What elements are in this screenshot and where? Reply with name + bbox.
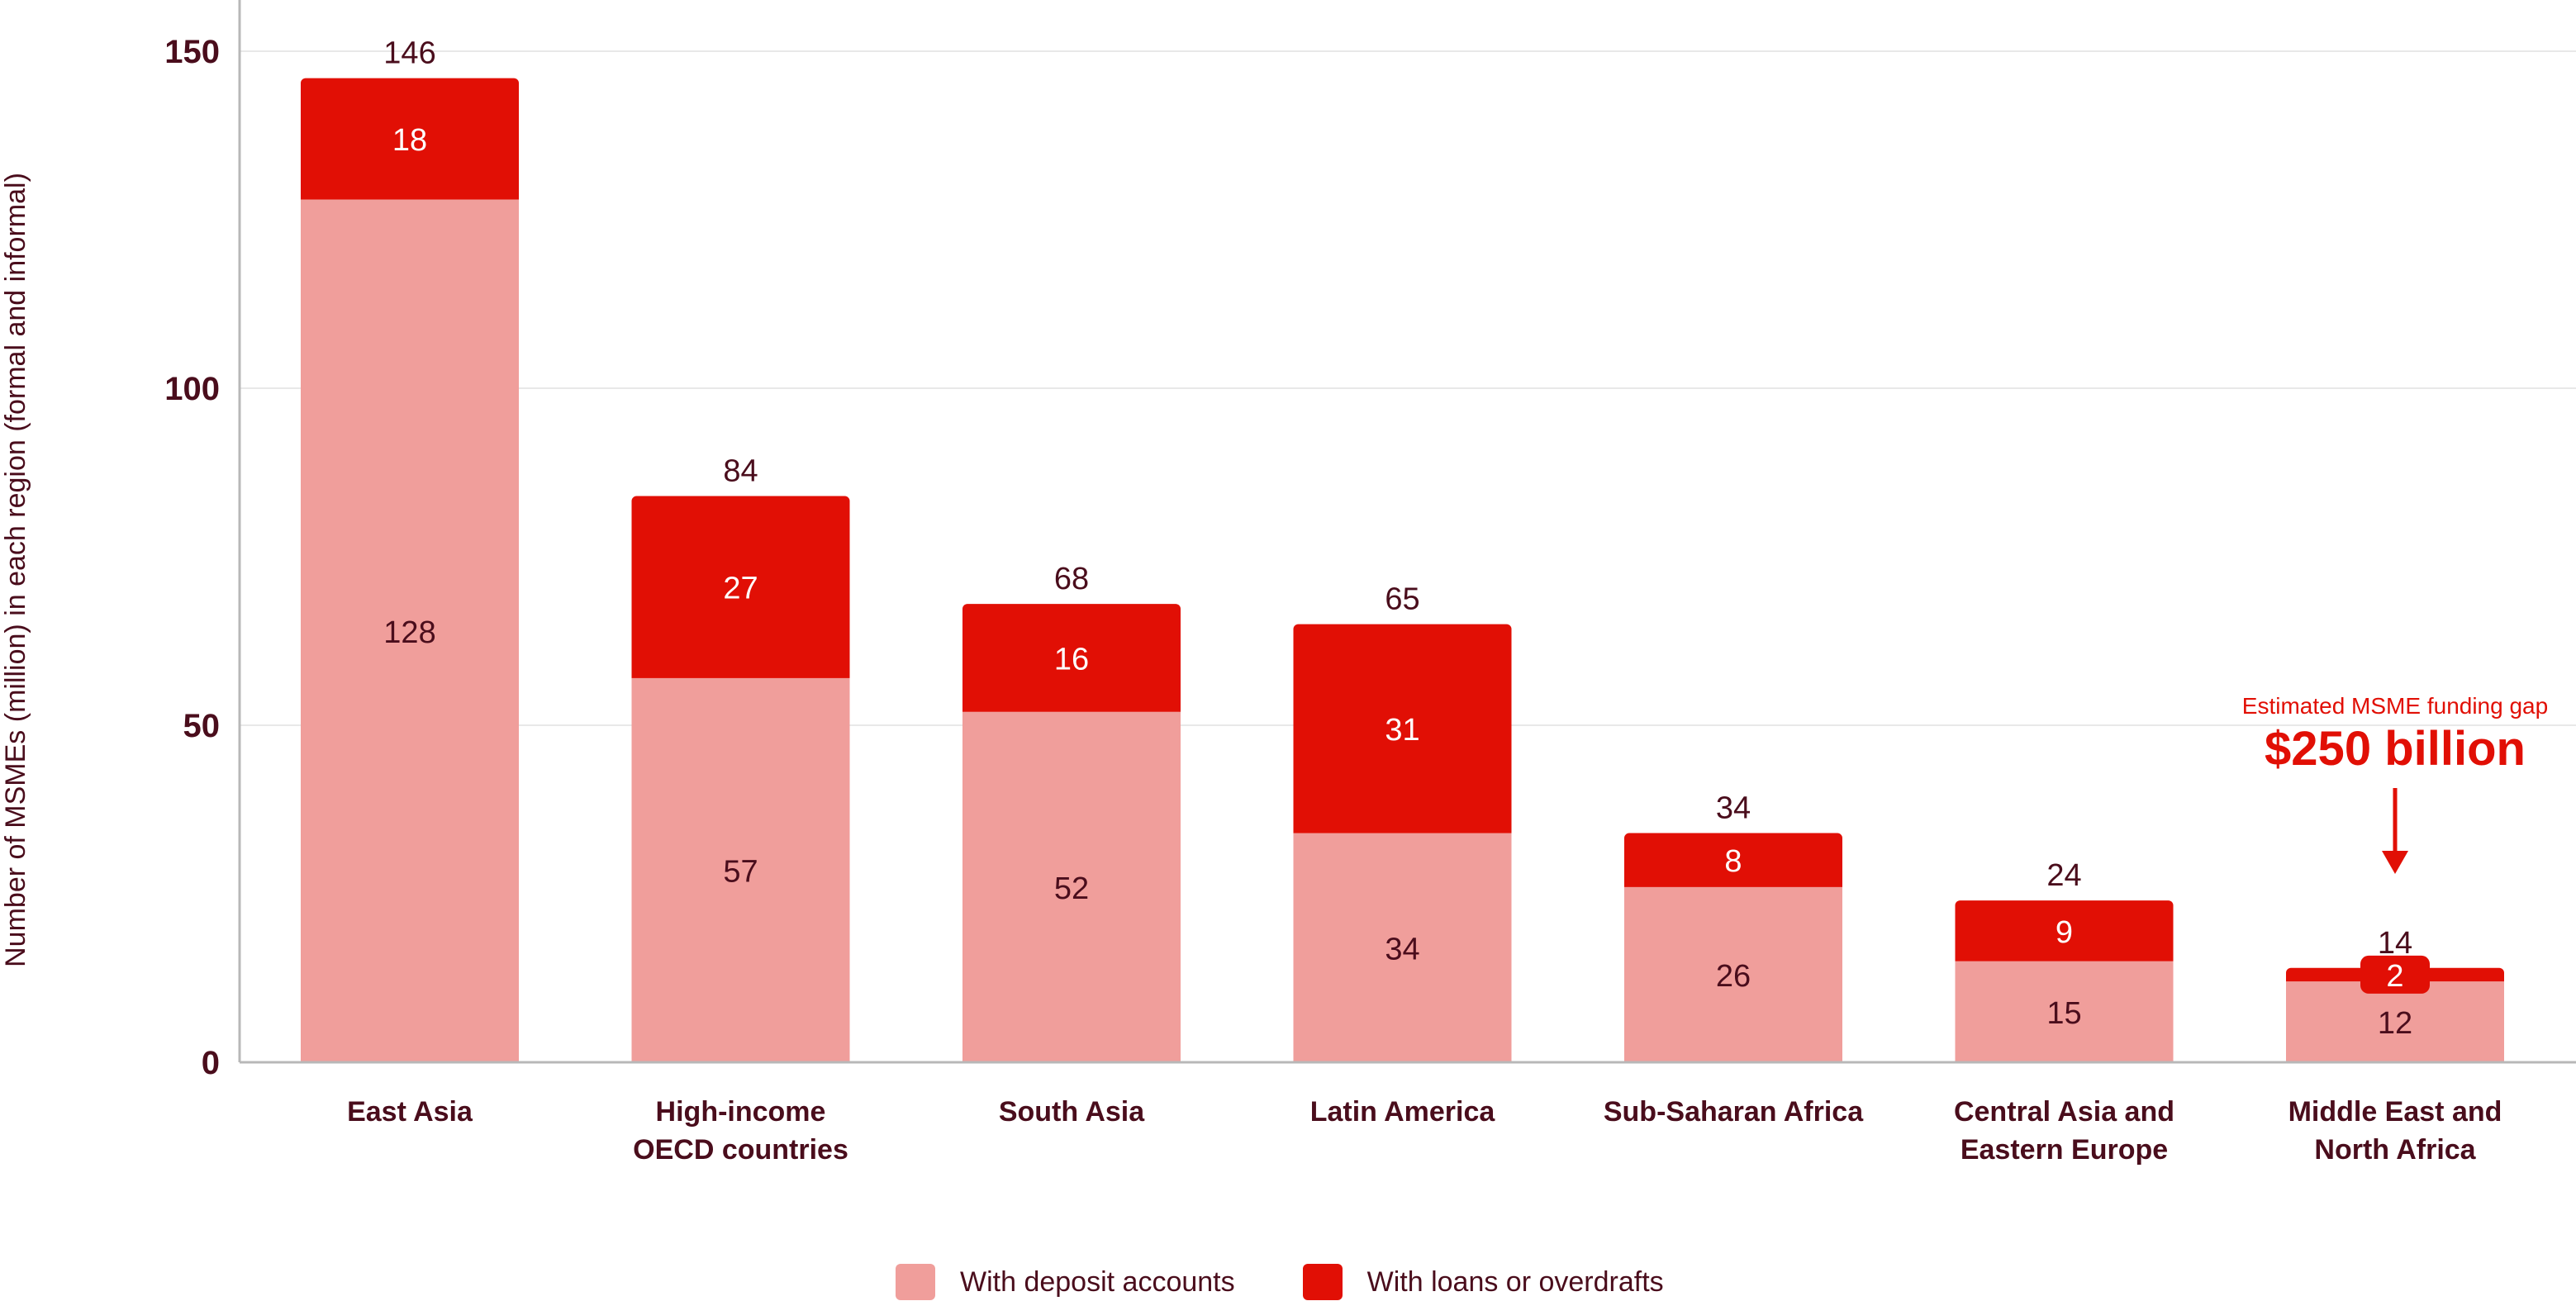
data-label-loans: 16 xyxy=(1054,642,1089,677)
bar-group: 12 214 xyxy=(2286,926,2504,1062)
x-tick-label: Central Asia and xyxy=(1954,1096,2174,1128)
annotation-arrow-head xyxy=(2382,851,2408,874)
y-tick-label: 150 xyxy=(164,34,220,70)
data-label-deposit: 57 xyxy=(723,854,758,889)
bar-loans xyxy=(962,604,1181,719)
legend-swatch-loans xyxy=(1302,1264,1343,1300)
data-label-total: 84 xyxy=(723,454,758,489)
bar-loans xyxy=(1955,900,2174,968)
data-label-total: 65 xyxy=(1385,582,1419,617)
data-label-loans: 31 xyxy=(1385,713,1419,748)
legend-label-deposit: With deposit accounts xyxy=(960,1265,1235,1298)
bar-loans xyxy=(1293,624,1512,840)
annotation-label: Estimated MSME funding gap xyxy=(2242,693,2548,719)
data-label-deposit: 26 xyxy=(1716,959,1751,994)
legend: With deposit accounts With loans or over… xyxy=(896,1264,1732,1300)
funding-gap-annotation: Estimated MSME funding gap $250 billion xyxy=(2242,693,2548,874)
bar-group: 15 9 24 xyxy=(1955,858,2174,1062)
x-tick-label: Eastern Europe xyxy=(1961,1134,2168,1166)
data-label-deposit: 12 xyxy=(2378,1006,2412,1041)
bar-deposit xyxy=(1624,886,1842,1062)
x-tick-label: Sub-Saharan Africa xyxy=(1604,1096,1864,1128)
x-tick-label: Middle East and xyxy=(2288,1096,2502,1128)
x-tick-label: North Africa xyxy=(2314,1134,2476,1166)
bar-loans xyxy=(631,496,850,685)
legend-label-loans: With loans or overdrafts xyxy=(1366,1265,1664,1298)
data-label-loans: 9 xyxy=(2056,915,2073,950)
x-tick-label: South Asia xyxy=(999,1096,1145,1128)
x-tick-label: East Asia xyxy=(347,1096,473,1128)
y-tick-label: 50 xyxy=(183,708,221,744)
y-axis-label: Number of MSMEs (million) in each region… xyxy=(0,173,31,967)
data-label-loans: 18 xyxy=(392,123,427,158)
y-tick-label: 100 xyxy=(164,371,220,407)
data-label-total: 24 xyxy=(2046,858,2081,893)
bar-loans xyxy=(1624,833,1842,894)
legend-swatch-deposit xyxy=(896,1264,935,1300)
bars: 1281814657278452166834316526834159241221… xyxy=(301,36,2504,1062)
bar-deposit xyxy=(1955,961,2174,1062)
bar-group: 26 8 34 xyxy=(1624,791,1842,1062)
data-label-total: 14 xyxy=(2378,926,2412,961)
y-tick-label: 0 xyxy=(202,1045,220,1081)
bar-group: 128 18 146 xyxy=(301,36,519,1062)
bar-deposit xyxy=(1293,833,1512,1062)
data-label-deposit: 128 xyxy=(383,615,435,650)
data-label-loans: 27 xyxy=(723,572,758,606)
data-label-loans: 2 xyxy=(2386,959,2403,994)
bar-loans xyxy=(301,78,519,207)
data-label-loans-pill xyxy=(2360,955,2430,994)
bar-deposit xyxy=(631,677,850,1062)
legend-item-loans: With loans or overdrafts xyxy=(1302,1264,1664,1300)
bar-deposit xyxy=(301,199,519,1062)
data-label-total: 34 xyxy=(1716,791,1751,826)
data-label-loans: 8 xyxy=(1724,844,1742,879)
data-label-total: 68 xyxy=(1054,562,1089,596)
data-label-deposit: 15 xyxy=(2046,996,2081,1031)
x-axis-labels: East Asia High-income OECD countries South … xyxy=(347,1096,2502,1166)
data-label-deposit: 34 xyxy=(1385,932,1419,966)
x-tick-label: High-income xyxy=(656,1096,826,1128)
legend-item-deposit: With deposit accounts xyxy=(896,1264,1235,1300)
y-axis-ticks: 0 50 100 150 xyxy=(164,34,220,1081)
annotation-value: $250 billion xyxy=(2265,722,2526,776)
bar-deposit xyxy=(962,711,1181,1062)
bar-group: 57 27 84 xyxy=(631,454,850,1062)
bar-deposit xyxy=(2286,981,2504,1062)
x-tick-label: OECD countries xyxy=(633,1134,848,1166)
data-label-deposit: 52 xyxy=(1054,871,1089,906)
x-tick-label: Latin America xyxy=(1310,1096,1496,1128)
data-label-total: 146 xyxy=(383,36,435,71)
bar-group: 52 16 68 xyxy=(962,562,1181,1062)
bar-group: 34 31 65 xyxy=(1293,582,1512,1062)
